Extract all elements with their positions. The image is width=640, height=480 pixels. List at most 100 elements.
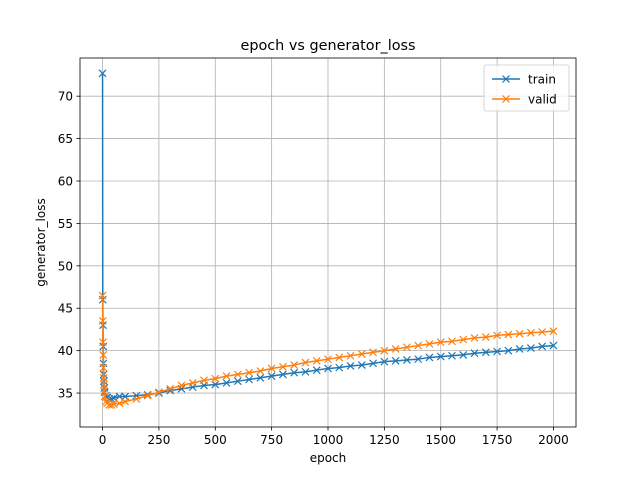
- y-tick-label: 65: [58, 132, 73, 146]
- data-point-valid: [504, 330, 513, 339]
- data-point-valid: [99, 373, 108, 382]
- x-axis-label: epoch: [310, 451, 347, 465]
- data-point-valid: [335, 353, 344, 362]
- data-point-valid: [346, 351, 355, 360]
- data-point-valid: [200, 376, 208, 385]
- data-point-train: [346, 361, 355, 370]
- series-layer: [98, 69, 558, 409]
- data-point-valid: [526, 328, 535, 337]
- data-point-valid: [425, 339, 434, 348]
- x-tick-label: 2000: [538, 433, 569, 447]
- x-tick-label: 750: [260, 433, 283, 447]
- data-point-valid: [99, 338, 107, 347]
- data-point-valid: [380, 346, 389, 355]
- data-point-valid: [98, 291, 107, 300]
- data-point-valid: [211, 374, 220, 383]
- data-point-valid: [312, 356, 321, 365]
- x-tick-label: 1250: [369, 433, 400, 447]
- data-point-valid: [549, 327, 558, 336]
- data-point-valid: [369, 348, 378, 357]
- data-point-valid: [115, 399, 124, 408]
- data-point-train: [549, 341, 558, 350]
- data-point-train: [526, 344, 535, 353]
- data-point-valid: [301, 358, 310, 367]
- data-point-train: [459, 350, 468, 359]
- x-tick-label: 500: [204, 433, 227, 447]
- data-point-valid: [267, 364, 276, 373]
- data-point-train: [245, 375, 254, 384]
- data-point-valid: [245, 368, 254, 377]
- data-point-valid: [107, 401, 116, 409]
- data-point-train: [391, 356, 400, 365]
- data-point-valid: [402, 343, 411, 352]
- y-tick-label: 55: [58, 217, 73, 231]
- data-point-train: [324, 364, 332, 373]
- chart-title: epoch vs generator_loss: [240, 38, 415, 54]
- x-tick-label: 1500: [425, 433, 456, 447]
- legend-marker-train: [502, 75, 510, 83]
- data-point-train: [414, 355, 423, 364]
- data-point-valid: [98, 317, 107, 325]
- legend-label-valid: valid: [528, 93, 557, 107]
- data-point-train: [493, 347, 502, 356]
- data-point-valid: [154, 388, 163, 397]
- data-point-valid: [222, 372, 231, 381]
- data-point-train: [470, 349, 479, 358]
- data-point-train: [402, 356, 411, 364]
- data-point-valid: [278, 362, 287, 371]
- data-point-train: [515, 345, 524, 353]
- data-point-train: [357, 361, 366, 370]
- data-point-valid: [99, 350, 108, 359]
- data-point-train: [312, 366, 321, 375]
- data-point-train: [504, 346, 513, 355]
- data-point-valid: [99, 363, 108, 372]
- y-tick-label: 45: [58, 302, 73, 316]
- data-point-valid: [481, 333, 490, 342]
- data-point-valid: [188, 378, 197, 387]
- data-point-valid: [290, 361, 299, 370]
- data-point-train: [278, 370, 287, 379]
- series-valid: [98, 291, 558, 409]
- data-point-valid: [177, 381, 186, 390]
- data-point-train: [380, 357, 389, 366]
- data-point-train: [267, 372, 276, 381]
- data-point-valid: [324, 355, 332, 364]
- data-point-valid: [256, 367, 265, 375]
- data-point-train: [436, 352, 445, 361]
- data-point-train: [233, 377, 242, 386]
- y-tick-label: 60: [58, 175, 73, 189]
- data-point-valid: [493, 331, 502, 340]
- data-point-train: [222, 378, 231, 387]
- data-point-valid: [233, 370, 242, 379]
- legend-label-train: train: [528, 73, 556, 87]
- y-tick-label: 35: [58, 387, 73, 401]
- data-point-train: [481, 348, 490, 357]
- data-point-valid: [166, 384, 175, 393]
- data-point-valid: [459, 335, 468, 344]
- data-point-valid: [470, 334, 479, 342]
- y-axis-label: generator_loss: [34, 198, 48, 286]
- data-point-train: [369, 359, 378, 368]
- y-tick-label: 70: [58, 90, 73, 104]
- data-point-train: [335, 363, 344, 372]
- data-point-valid: [357, 350, 366, 358]
- data-point-valid: [414, 341, 423, 350]
- y-tick-label: 50: [58, 259, 73, 273]
- x-tick-label: 1000: [313, 433, 344, 447]
- data-point-train: [538, 342, 547, 351]
- data-point-valid: [515, 329, 524, 338]
- data-point-train: [425, 353, 434, 362]
- data-point-train: [301, 367, 310, 376]
- data-point-valid: [121, 397, 130, 406]
- legend-marker-valid: [502, 95, 510, 103]
- data-point-train: [448, 351, 456, 360]
- y-tick-label: 40: [58, 344, 73, 358]
- data-point-valid: [99, 380, 108, 389]
- data-point-train: [290, 368, 299, 377]
- x-tick-label: 1750: [482, 433, 513, 447]
- data-point-valid: [436, 338, 445, 347]
- legend: train valid: [483, 64, 570, 112]
- x-tick-label: 250: [147, 433, 170, 447]
- data-point-valid: [391, 345, 400, 353]
